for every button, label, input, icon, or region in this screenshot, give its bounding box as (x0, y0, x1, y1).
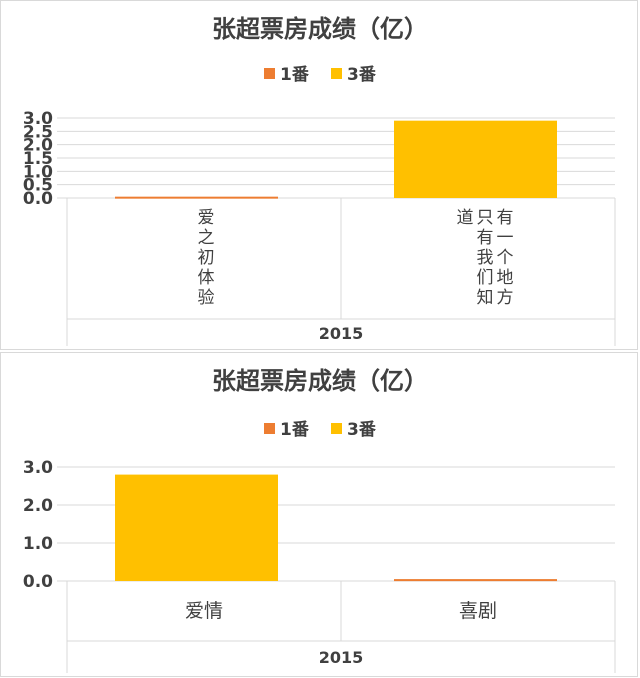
bar-3番-2 (394, 120, 557, 198)
bars (115, 474, 557, 582)
y-tick-label: 2.0 (23, 136, 53, 156)
legend: 1番 3番 (264, 420, 377, 440)
legend-swatch-1 (264, 423, 275, 434)
bar-3番-1 (115, 474, 278, 581)
legend-label-1: 1番 (280, 65, 310, 85)
legend: 1番 3番 (264, 65, 377, 85)
legend-label-2: 3番 (347, 65, 377, 85)
y-tick-label: 0.0 (23, 189, 53, 209)
legend-swatch-1 (264, 68, 275, 79)
y-tick-label: 2.5 (23, 122, 53, 142)
legend-label-2: 3番 (347, 420, 377, 440)
chart-svg-top: 张超票房成绩（亿） 1番 3番 0.00.51.01.52.02.53.0 爱之… (23, 15, 616, 346)
chart-panel-top: 张超票房成绩（亿） 1番 3番 0.0 0.5 1.0 1.5 2.0 2.5 3.0 爱之… (0, 0, 638, 350)
chart-title: 张超票房成绩（亿） (212, 15, 428, 43)
y-tick-label: 0.5 (23, 176, 53, 196)
chart-title: 张超票房成绩（亿） (212, 367, 428, 395)
y-tick-label: 0.0 (23, 572, 53, 592)
y-axis-ticks: 0.00.51.01.52.02.53.0 (23, 109, 53, 209)
y-axis-ticks: 0.0 1.0 2.0 3.0 (23, 458, 53, 592)
bar-1番-2 (394, 579, 557, 582)
group-label: 2015 (319, 648, 364, 667)
gridlines (57, 117, 615, 199)
chart-panel-bottom: 张超票房成绩（亿） 1番 3番 0.0 1.0 2.0 3.0 爱情 喜剧 2015 (0, 352, 638, 677)
y-tick-label: 2.0 (23, 496, 53, 516)
legend-swatch-2 (331, 68, 342, 79)
bars (115, 120, 557, 199)
category-label-1: 爱情 (185, 600, 223, 622)
y-tick-label: 3.0 (23, 458, 53, 478)
y-tick-label: 1.0 (23, 534, 53, 554)
chart-svg-bottom: 张超票房成绩（亿） 1番 3番 0.0 1.0 2.0 3.0 爱情 喜剧 2015 (23, 367, 616, 673)
category-label-2: 有一个地方只有我们知道 (457, 208, 514, 308)
y-tick-label: 1.5 (23, 149, 53, 169)
category-label-1: 爱之初体验 (198, 208, 215, 308)
legend-label-1: 1番 (280, 420, 310, 440)
y-tick-label: 3.0 (23, 109, 53, 129)
y-tick-label: 1.0 (23, 162, 53, 182)
bar-1番-1 (115, 196, 278, 199)
legend-swatch-2 (331, 423, 342, 434)
group-label: 2015 (319, 324, 364, 343)
category-label-2: 喜剧 (459, 600, 497, 622)
